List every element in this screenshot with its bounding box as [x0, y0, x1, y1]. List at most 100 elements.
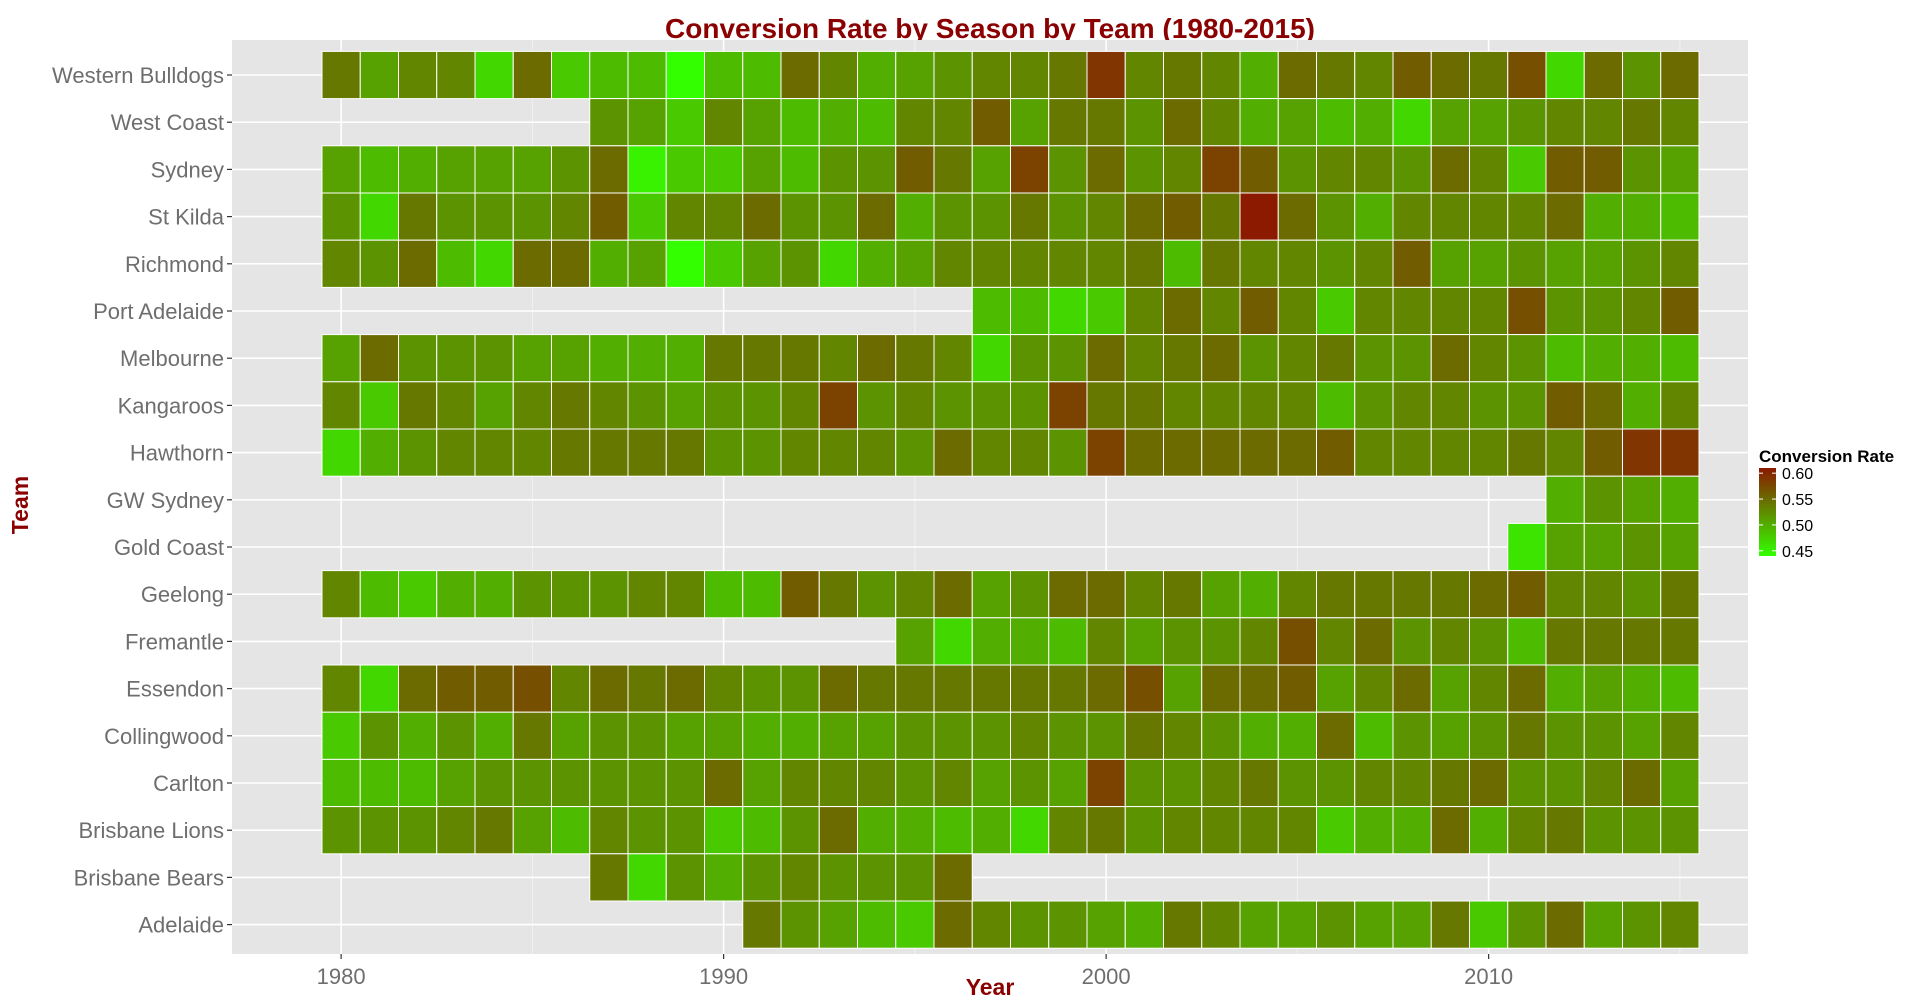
heatmap-cell: [474, 145, 514, 194]
heatmap-cell: [818, 664, 858, 713]
heatmap-cell: [321, 758, 361, 808]
heatmap-cell: [742, 711, 782, 760]
heatmap-cell: [1316, 286, 1356, 336]
heatmap-cell: [359, 428, 399, 477]
heatmap-cell: [857, 381, 897, 430]
heatmap-cell: [1010, 50, 1050, 100]
heatmap-cell: [1430, 239, 1470, 288]
heatmap-cell: [1583, 98, 1623, 147]
heatmap-cell: [1048, 617, 1088, 666]
heatmap-cell: [1430, 758, 1470, 808]
heatmap-cell: [818, 428, 858, 477]
heatmap-cell: [665, 98, 705, 147]
heatmap-cell: [1583, 617, 1623, 666]
heatmap-cell: [857, 145, 897, 194]
heatmap-cell: [1010, 334, 1050, 383]
heatmap-cell: [1660, 192, 1700, 241]
heatmap-cell: [1354, 192, 1394, 241]
heatmap-cell: [551, 381, 591, 430]
heatmap-cell: [1660, 239, 1700, 288]
heatmap-cell: [1583, 758, 1623, 808]
heatmap-cell: [627, 570, 667, 619]
heatmap-cell: [780, 711, 820, 760]
heatmap-cell: [780, 334, 820, 383]
heatmap-cell: [1010, 900, 1050, 949]
heatmap-cell: [1545, 428, 1585, 477]
heatmap-cell: [1010, 98, 1050, 147]
heatmap-cell: [818, 806, 858, 855]
heatmap-cell: [1277, 286, 1317, 336]
heatmap-cell: [971, 334, 1011, 383]
heatmap-cell: [1430, 98, 1470, 147]
heatmap-cell: [1048, 98, 1088, 147]
heatmap-cell: [589, 853, 629, 902]
heatmap-cell: [1622, 758, 1662, 808]
heatmap-cell: [321, 664, 361, 713]
heatmap-cell: [627, 50, 667, 100]
heatmap-cell: [1354, 758, 1394, 808]
heatmap-cell: [704, 806, 744, 855]
heatmap-cell: [1048, 428, 1088, 477]
heatmap-cell: [1392, 334, 1432, 383]
heatmap-cell: [1545, 664, 1585, 713]
heatmap-cell: [971, 428, 1011, 477]
heatmap-cell: [665, 806, 705, 855]
x-tick-label: 2000: [1082, 964, 1131, 989]
heatmap-cell: [398, 192, 438, 241]
heatmap-cell: [1660, 570, 1700, 619]
heatmap-cell: [933, 50, 973, 100]
heatmap-cell: [551, 145, 591, 194]
heatmap-cell: [1048, 711, 1088, 760]
heatmap-cell: [1354, 900, 1394, 949]
heatmap-cell: [1469, 664, 1509, 713]
heatmap-cell: [1010, 806, 1050, 855]
heatmap-cell: [474, 381, 514, 430]
heatmap-cell: [704, 192, 744, 241]
heatmap-cell: [665, 239, 705, 288]
heatmap-cell: [1316, 239, 1356, 288]
heatmap-cell: [857, 98, 897, 147]
heatmap-cell: [971, 98, 1011, 147]
heatmap-cell: [474, 334, 514, 383]
heatmap-cell: [742, 334, 782, 383]
heatmap-cell: [1010, 758, 1050, 808]
heatmap-cell: [1239, 711, 1279, 760]
heatmap-cell: [933, 900, 973, 949]
heatmap-cell: [1163, 98, 1203, 147]
heatmap-cell: [857, 428, 897, 477]
heatmap-cell: [780, 381, 820, 430]
heatmap-cell: [1010, 192, 1050, 241]
heatmap-cell: [742, 239, 782, 288]
heatmap-cell: [1201, 50, 1241, 100]
heatmap-cell: [512, 381, 552, 430]
heatmap-cell: [1545, 286, 1585, 336]
heatmap-cell: [1163, 758, 1203, 808]
heatmap-cell: [1239, 617, 1279, 666]
heatmap-cell: [933, 853, 973, 902]
heatmap-cell: [512, 664, 552, 713]
heatmap-cell: [1316, 192, 1356, 241]
heatmap-cell: [1507, 806, 1547, 855]
heatmap-cell: [1163, 145, 1203, 194]
heatmap-cell: [1201, 381, 1241, 430]
heatmap-cell: [1583, 900, 1623, 949]
heatmap-cell: [665, 853, 705, 902]
heatmap-cell: [1583, 522, 1623, 572]
heatmap-cell: [551, 711, 591, 760]
heatmap-cell: [1048, 758, 1088, 808]
heatmap-cell: [1316, 334, 1356, 383]
heatmap-cell: [742, 98, 782, 147]
heatmap-cell: [321, 711, 361, 760]
heatmap-cell: [704, 428, 744, 477]
heatmap-cell: [1507, 428, 1547, 477]
heatmap-cell: [895, 806, 935, 855]
heatmap-cell: [742, 50, 782, 100]
heatmap-cell: [1583, 192, 1623, 241]
heatmap-cell: [857, 192, 897, 241]
heatmap-cell: [1507, 145, 1547, 194]
heatmap-cell: [512, 758, 552, 808]
heatmap-cell: [1316, 806, 1356, 855]
heatmap-cell: [1354, 334, 1394, 383]
heatmap-cell: [474, 711, 514, 760]
